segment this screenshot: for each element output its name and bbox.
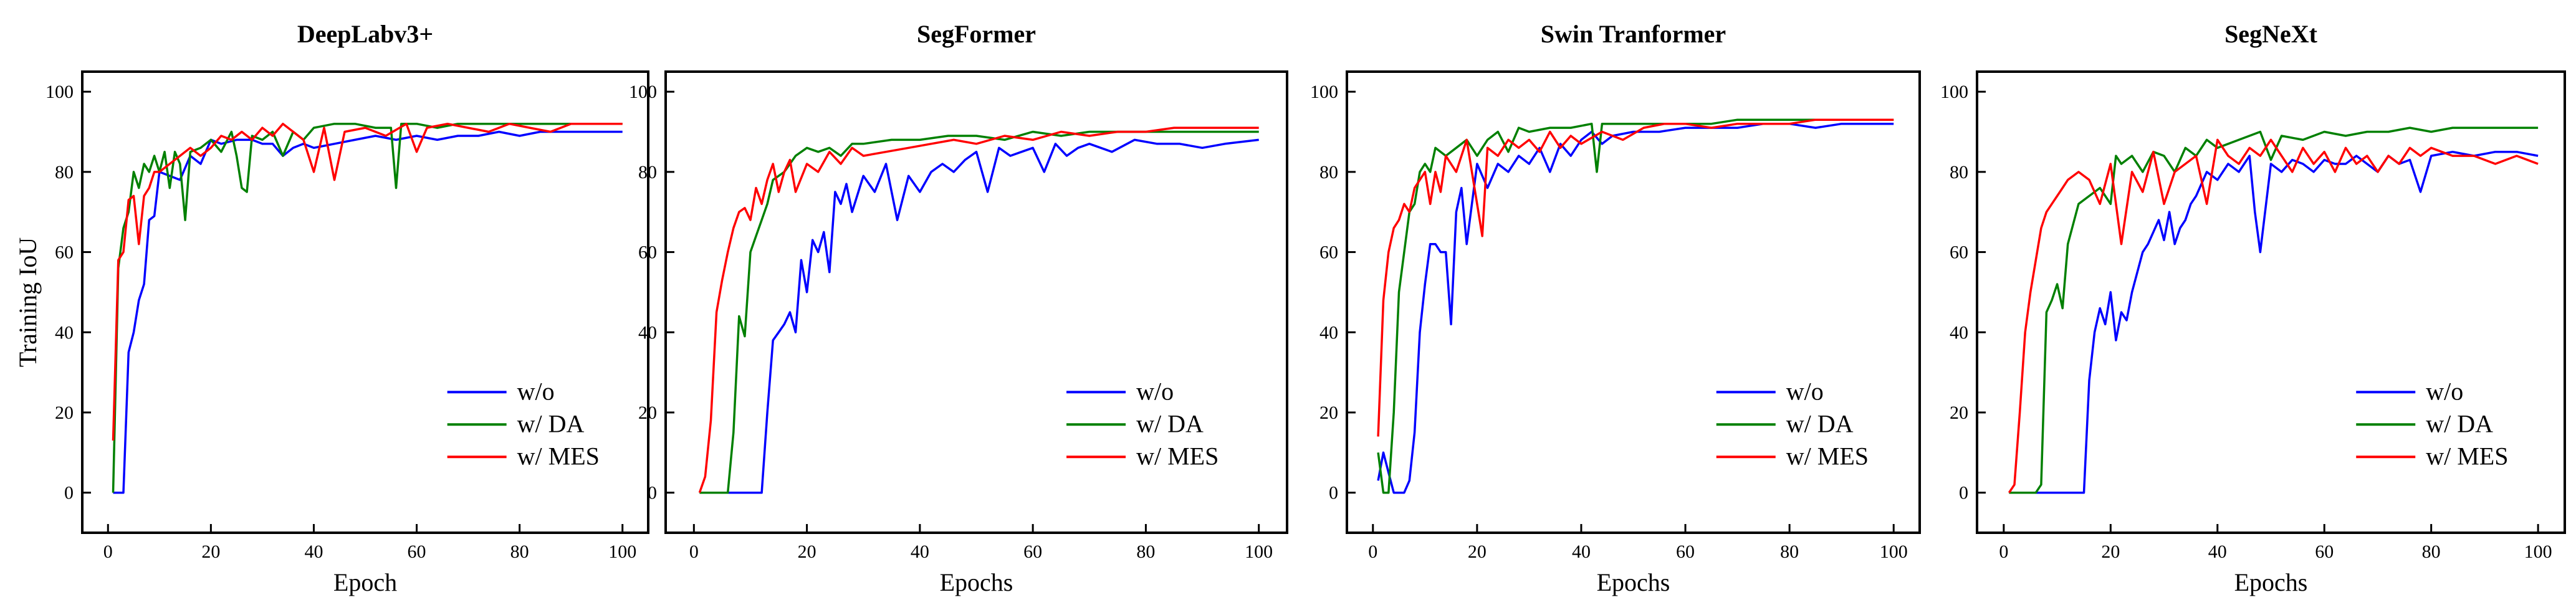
series-line-mes [2008,138,2539,493]
legend-label-mes: w/ MES [2426,442,2508,470]
x-tick-label: 60 [1676,541,1695,562]
y-tick-label: 40 [638,322,657,343]
legend-label-da: w/ DA [2426,409,2493,437]
x-tick-label: 40 [304,541,323,562]
plot-frame [664,70,1288,534]
x-tick-label: 0 [689,541,699,562]
x-tick-label: 100 [1245,541,1273,562]
plot-frame [81,70,649,534]
plot-frame [1976,70,2566,534]
series-line-da [112,122,623,493]
y-tick-label: 0 [64,483,74,503]
y-tick-label: 20 [1950,403,1968,423]
legend-label-mes: w/ MES [1136,442,1219,470]
chart-panel-4: SegNeXt 0 20 40 60 80 100 0 20 40 60 80 100 Epochs w/o… [1940,20,2566,596]
x-tick-label: 80 [1136,541,1155,562]
x-tick-label: 80 [1780,541,1799,562]
x-tick-label: 20 [1468,541,1487,562]
legend-label-mes: w/ MES [517,442,600,470]
legend-label-da: w/ DA [1136,409,1204,437]
series-line-mes [698,126,1259,493]
series-line-mes [112,122,623,441]
y-axis-label: Training IoU [14,237,42,368]
x-axis-label: Epochs [940,568,1013,596]
y-tick-label: 80 [1319,162,1338,183]
chart-title: SegNeXt [2224,20,2318,48]
x-tick-label: 60 [408,541,426,562]
y-tick-label: 40 [55,322,74,343]
y-tick-label: 100 [1940,82,1968,102]
series-line-da [2009,126,2539,494]
y-tick-label: 20 [1319,403,1338,423]
y-tick-label: 80 [638,162,657,183]
series-line-wo [699,138,1259,494]
x-tick-label: 0 [103,541,113,562]
legend-label-wo: w/o [517,377,555,405]
legend-label-wo: w/o [1136,377,1174,405]
x-tick-label: 20 [201,541,220,562]
chart-panel-3: Swin Tranformer 0 20 40 60 80 100 0 20 40 60 80 100 E… [1310,20,1921,596]
x-tick-label: 60 [2315,541,2334,562]
chart-title: SegFormer [917,20,1036,48]
x-tick-label: 100 [608,541,636,562]
y-tick-label: 100 [629,82,657,102]
x-tick-label: 40 [2208,541,2227,562]
y-tick-label: 40 [1319,322,1338,343]
y-tick-label: 60 [1319,242,1338,263]
y-tick-label: 0 [648,483,657,503]
legend-label-mes: w/ MES [1786,442,1869,470]
chart-title: DeepLabv3+ [297,20,433,48]
y-tick-label: 40 [1950,322,1968,343]
y-tick-label: 100 [45,82,74,102]
x-tick-label: 20 [798,541,816,562]
x-axis-label: Epoch [333,568,397,596]
x-tick-label: 100 [2524,541,2552,562]
x-tick-label: 60 [1023,541,1042,562]
x-tick-label: 40 [911,541,929,562]
legend-label-wo: w/o [2426,377,2463,405]
y-tick-label: 60 [55,242,74,263]
y-tick-label: 20 [638,403,657,423]
x-tick-label: 80 [2422,541,2441,562]
legend-label-da: w/ DA [517,409,585,437]
x-tick-label: 40 [1572,541,1591,562]
x-axis-label: Epochs [2234,568,2308,596]
chart-panel-2: SegFormer 0 20 40 60 80 100 0 20 40 60 80 100 Epochs w… [629,20,1288,596]
chart-title: Swin Tranformer [1541,20,1726,48]
y-tick-label: 0 [1959,483,1968,503]
x-tick-label: 20 [2101,541,2120,562]
y-tick-label: 0 [1329,483,1338,503]
series-line-da [699,130,1259,494]
x-tick-label: 0 [1999,541,2008,562]
y-tick-label: 60 [638,242,657,263]
y-tick-label: 60 [1950,242,1968,263]
x-tick-label: 80 [510,541,529,562]
plot-frame [1346,70,1921,534]
x-axis-label: Epochs [1597,568,1670,596]
y-tick-label: 20 [55,403,74,423]
x-tick-label: 100 [1880,541,1908,562]
series-line-mes [1377,118,1894,437]
y-tick-label: 100 [1310,82,1338,102]
y-tick-label: 80 [1950,162,1968,183]
x-tick-label: 0 [1368,541,1377,562]
legend-label-wo: w/o [1786,377,1824,405]
chart-panel-1: DeepLabv3+ 0 20 40 60 80 100 0 20 40 60 80 100 Epoch T… [14,20,649,596]
series-line-wo [113,130,623,494]
y-tick-label: 80 [55,162,74,183]
legend-label-da: w/ DA [1786,409,1854,437]
